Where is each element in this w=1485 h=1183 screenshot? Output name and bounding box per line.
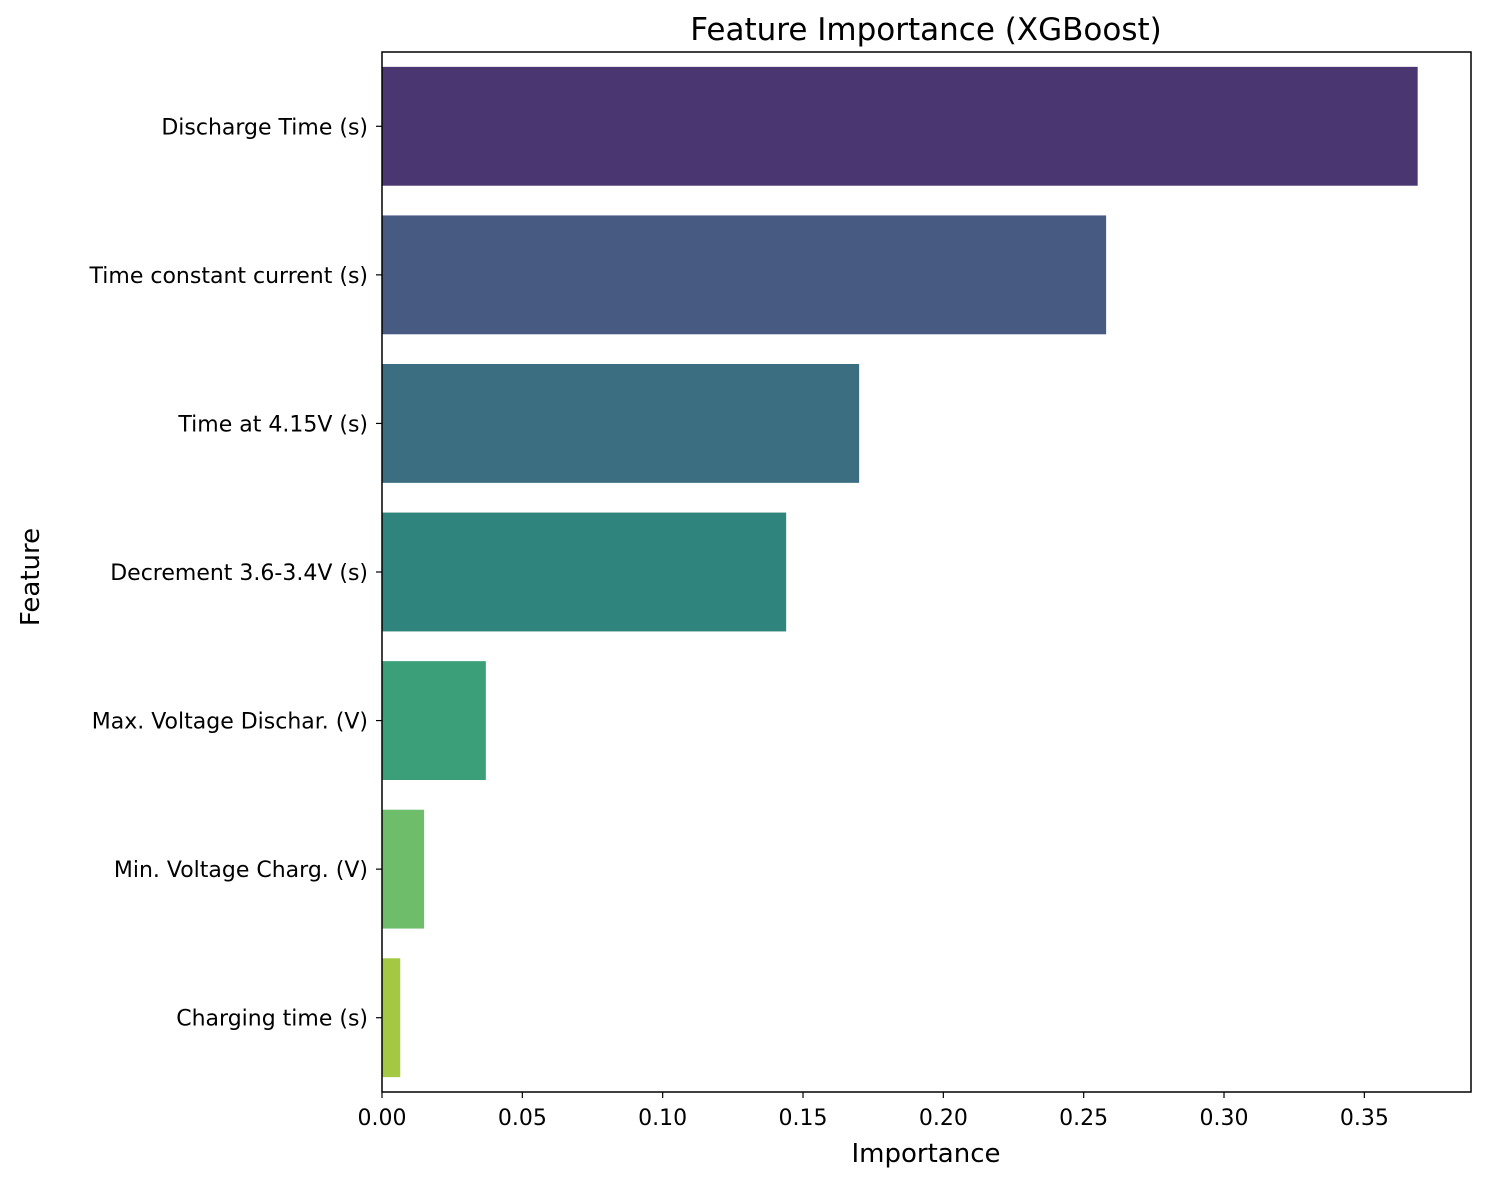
x-tick-label: 0.30 [1200, 1106, 1249, 1131]
x-tick-label: 0.20 [919, 1106, 968, 1131]
x-tick-label: 0.25 [1059, 1106, 1108, 1131]
x-tick-label: 0.05 [498, 1106, 547, 1131]
y-tick-label: Time at 4.15V (s) [177, 412, 368, 437]
bar-1 [382, 215, 1107, 335]
bar-6 [382, 958, 401, 1078]
x-tick-label: 0.10 [638, 1106, 687, 1131]
bar-4 [382, 661, 486, 780]
x-tick-label: 0.15 [779, 1106, 828, 1131]
y-tick-label: Decrement 3.6-3.4V (s) [110, 561, 368, 586]
x-axis-label: Importance [852, 1139, 1001, 1169]
chart-title: Feature Importance (XGBoost) [690, 12, 1161, 48]
y-tick-label: Charging time (s) [176, 1007, 368, 1032]
x-tick-label: 0.00 [358, 1106, 407, 1131]
x-axis-ticks: 0.00 0.05 0.10 0.15 0.20 0.25 0.30 0.35 [358, 1092, 1389, 1131]
bars-group [382, 66, 1418, 1078]
y-tick-label: Discharge Time (s) [161, 115, 368, 140]
y-axis-label: Feature [16, 528, 46, 626]
x-tick-label: 0.35 [1340, 1106, 1389, 1131]
y-tick-label: Max. Voltage Dischar. (V) [92, 710, 368, 735]
bar-5 [382, 809, 425, 929]
bar-0 [382, 66, 1418, 186]
bar-2 [382, 364, 860, 483]
y-axis-ticks: Discharge Time (s) Time constant current … [89, 115, 382, 1032]
y-tick-label: Min. Voltage Charg. (V) [114, 858, 368, 883]
plot-frame [381, 51, 1472, 1093]
y-tick-label: Time constant current (s) [89, 264, 368, 289]
bar-3 [382, 512, 787, 632]
